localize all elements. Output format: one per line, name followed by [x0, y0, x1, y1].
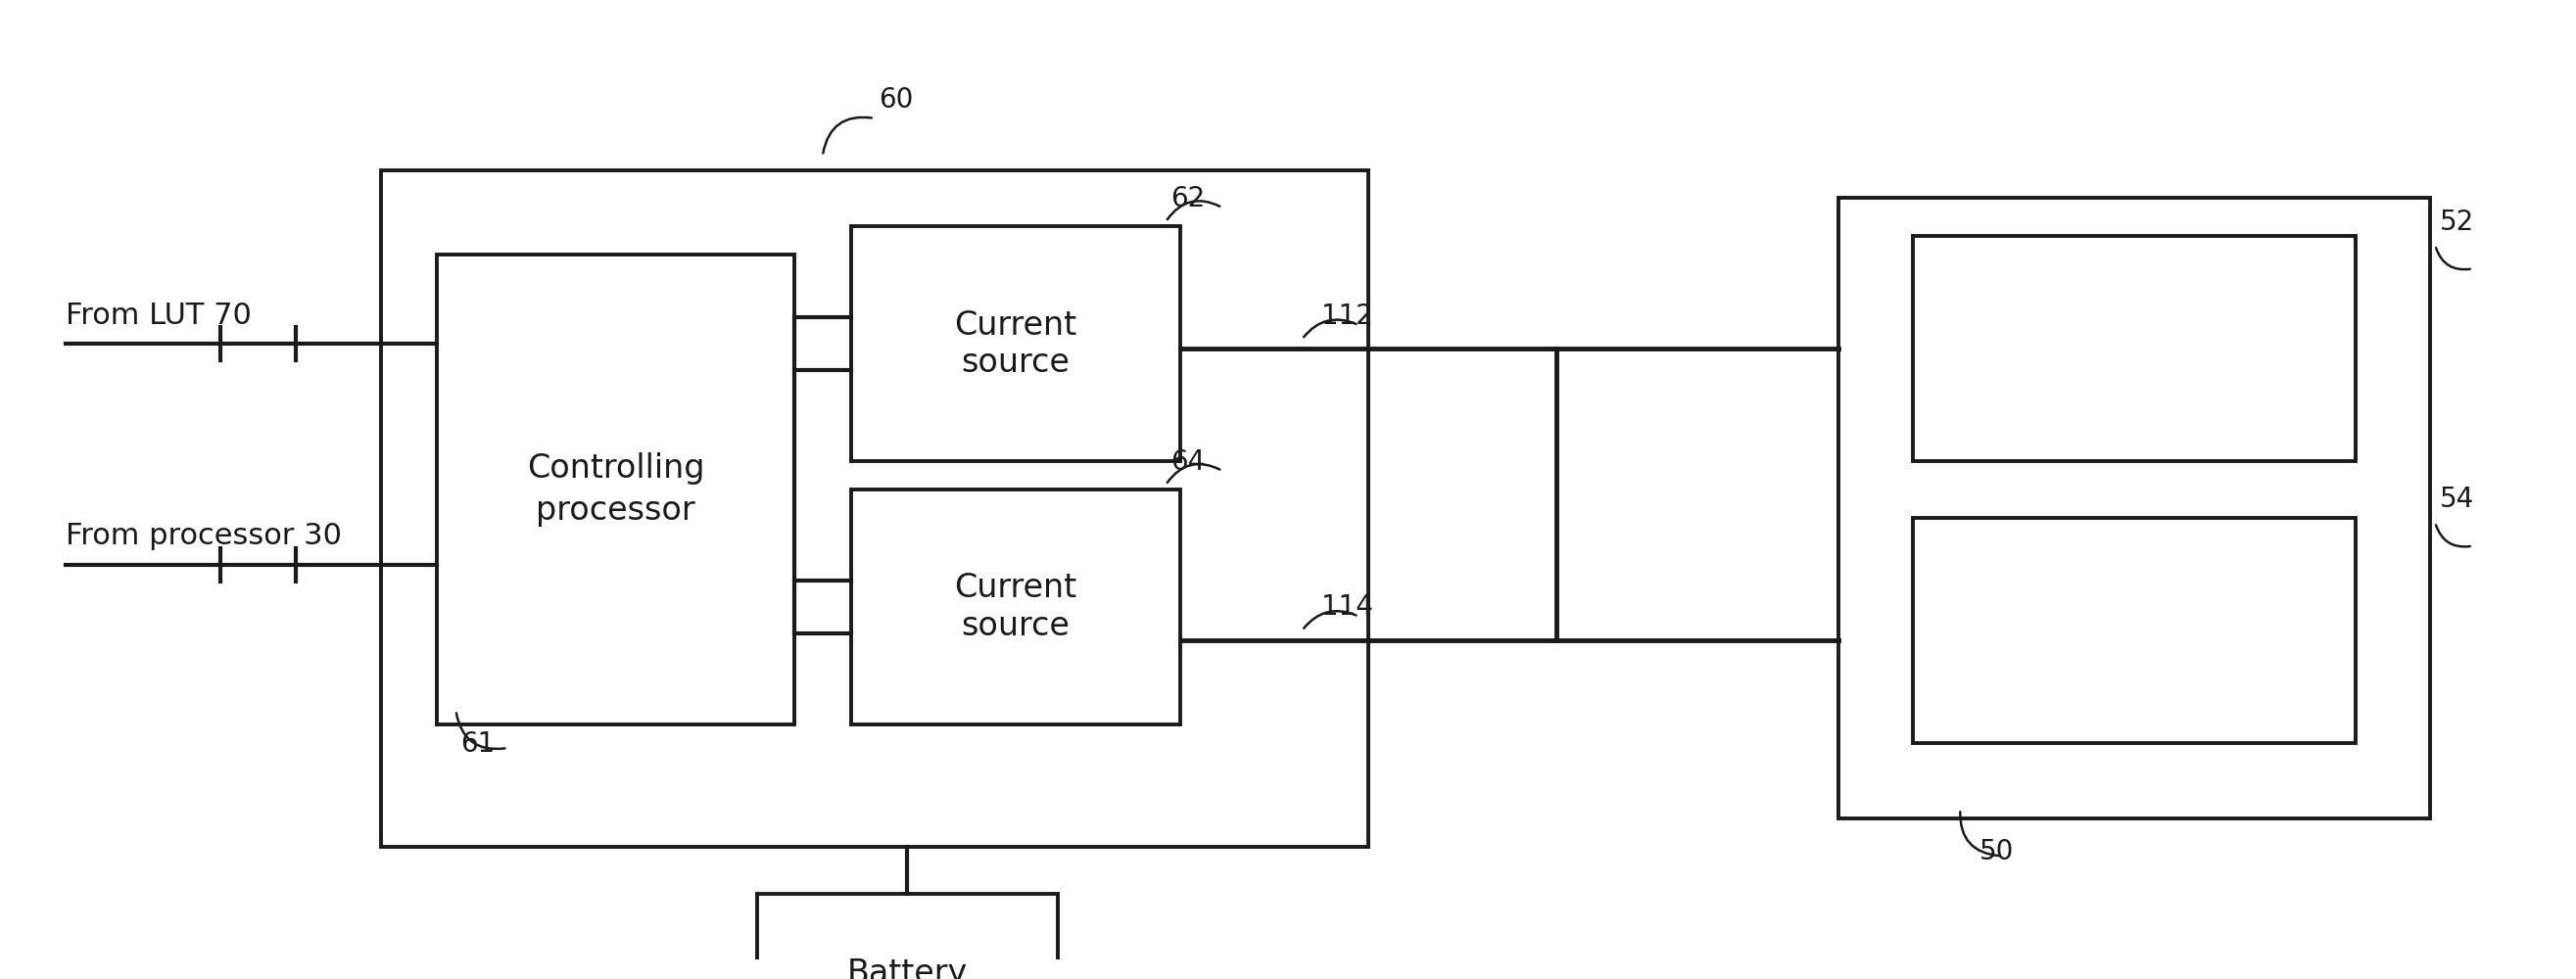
Bar: [850, 490, 1180, 724]
Bar: [850, 226, 1180, 461]
Text: 62: 62: [1170, 185, 1206, 212]
Text: 50: 50: [1978, 838, 2014, 865]
Text: 64: 64: [1170, 448, 1206, 476]
Text: 52: 52: [2439, 209, 2476, 236]
Text: 54: 54: [2439, 486, 2476, 513]
Text: 61: 61: [461, 730, 495, 758]
Bar: [381, 170, 1368, 847]
Text: From LUT 70: From LUT 70: [64, 302, 252, 330]
Bar: [1914, 236, 2354, 461]
Bar: [438, 255, 793, 724]
Bar: [757, 894, 1059, 979]
Bar: [1839, 198, 2429, 818]
Text: Current
source: Current source: [953, 572, 1077, 642]
Text: From processor 30: From processor 30: [64, 522, 343, 550]
Text: 112: 112: [1321, 303, 1373, 330]
Text: Battery: Battery: [848, 957, 969, 979]
Bar: [1914, 518, 2354, 743]
Text: 114: 114: [1321, 593, 1373, 621]
Text: Controlling
processor: Controlling processor: [528, 452, 706, 527]
Text: Current
source: Current source: [953, 309, 1077, 379]
Text: 60: 60: [878, 86, 914, 114]
